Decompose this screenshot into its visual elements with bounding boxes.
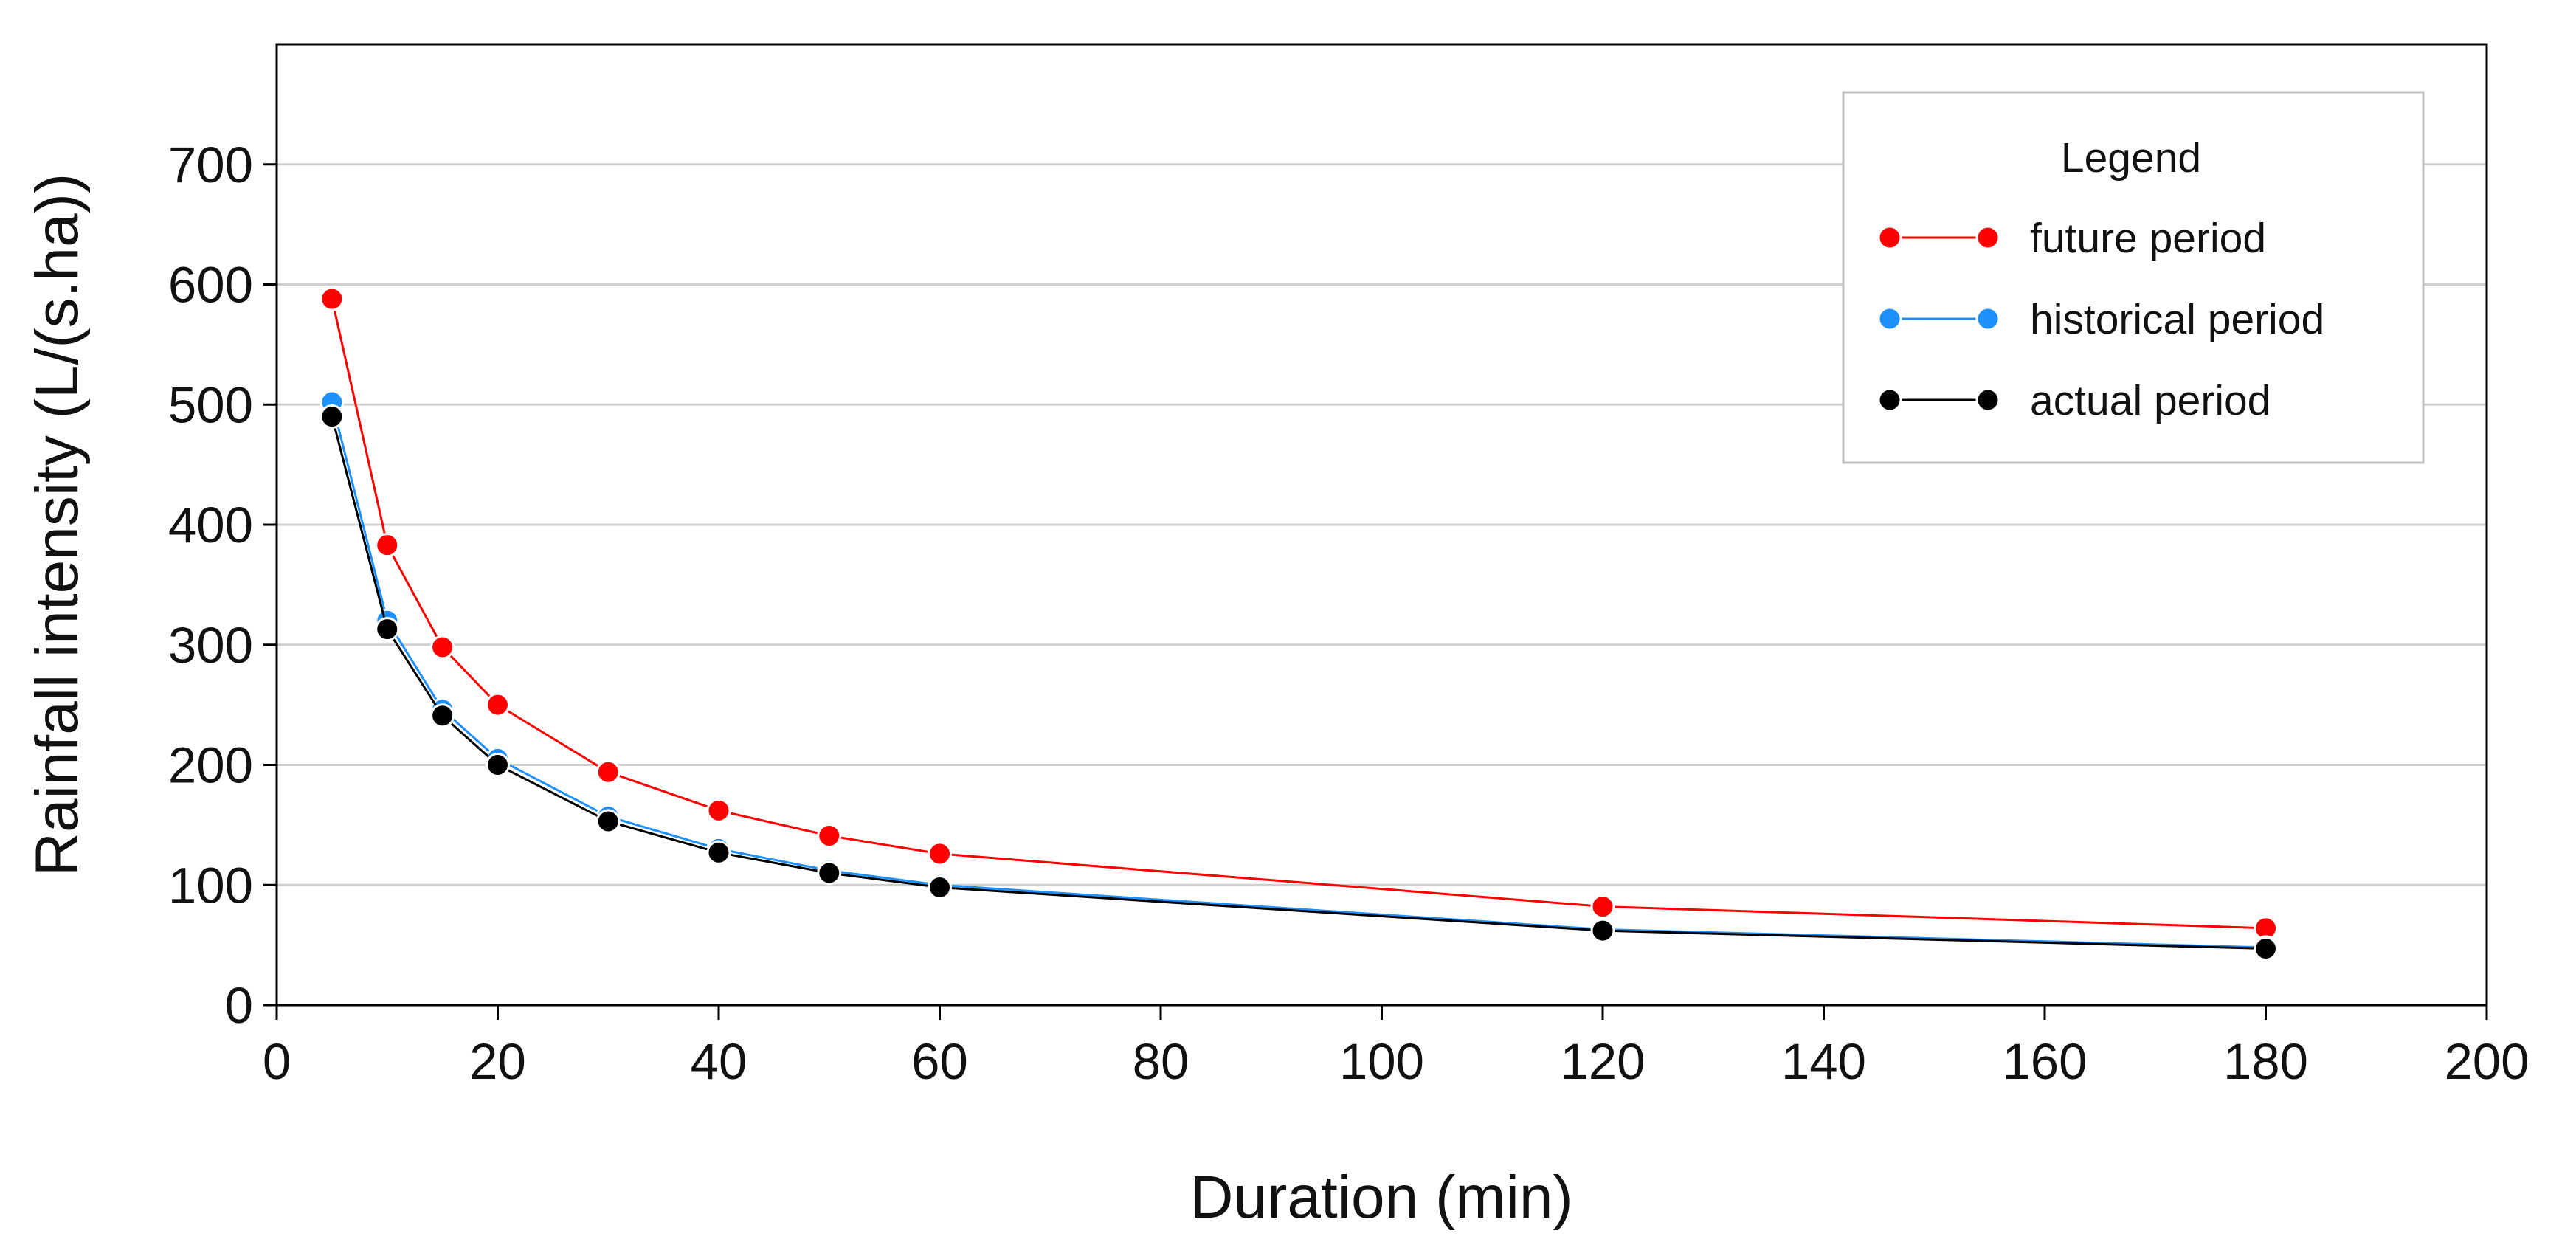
legend-title: Legend [2061,134,2201,182]
data-point-2-5 [706,840,731,865]
legend-marker-start-2 [1877,387,1902,413]
x-tick-label-8: 160 [2002,1033,2087,1090]
y-tick-label-2: 200 [168,737,253,794]
series-line-2 [331,416,2266,950]
y-axis-title: Rainfall intensity (L/(s.ha)) [24,173,91,876]
y-tick-label-6: 600 [168,257,253,314]
y-tick-label-0: 0 [225,977,253,1034]
series-line-1 [331,401,2266,949]
x-tick-label-7: 140 [1781,1033,1866,1090]
legend-item-1: historical period [1877,296,2324,343]
y-tick-label-7: 700 [168,137,253,193]
series-1 [320,390,2278,960]
data-point-2-2 [430,703,455,728]
legend-label-1: historical period [2030,296,2324,343]
y-tick-label-3: 300 [168,617,253,674]
series-2 [320,404,2278,962]
y-tick-label-4: 400 [168,497,253,553]
data-point-0-7 [928,841,952,866]
legend-item-2: actual period [1877,377,2271,424]
series-line-0 [331,298,2266,930]
data-point-2-7 [928,875,952,900]
series-0 [320,286,2278,941]
x-tick-label-10: 200 [2444,1033,2529,1090]
data-point-0-2 [430,635,455,660]
legend-marker-start-1 [1877,306,1902,331]
data-point-2-0 [320,404,345,429]
x-tick-label-0: 0 [263,1033,291,1090]
data-point-0-3 [486,692,510,717]
data-point-2-3 [486,753,510,777]
legend-item-0: future period [1877,215,2266,262]
y-tick-label-5: 500 [168,376,253,433]
x-axis-title: Duration (min) [1189,1164,1572,1231]
x-tick-label-3: 60 [911,1033,968,1090]
legend-label-2: actual period [2030,377,2271,424]
data-point-0-8 [1590,894,1615,919]
legend-marker-end-1 [1975,306,2000,331]
legend-marker-end-0 [1975,225,2000,250]
data-point-2-6 [817,860,842,886]
data-point-0-6 [817,824,842,849]
x-tick-label-1: 20 [469,1033,526,1090]
data-point-2-1 [375,617,400,642]
series-layer [320,286,2278,962]
data-point-2-8 [1590,918,1615,943]
legend-marker-start-0 [1877,225,1902,250]
data-point-0-0 [320,286,345,311]
x-tick-label-5: 100 [1339,1033,1424,1090]
grid-lines [277,163,2487,886]
x-tick-label-2: 40 [691,1033,747,1090]
x-tick-label-9: 180 [2223,1033,2308,1090]
legend: Legend future period historical period act… [1842,91,2425,464]
axis-ticks: 0 100 200 300 400 500 600 700 0 20 40 60 80 100 120 140… [168,137,2530,1090]
x-tick-label-4: 80 [1133,1033,1189,1090]
data-point-0-1 [375,533,400,558]
data-point-0-5 [706,798,731,823]
legend-items: future period historical period actual per… [1877,215,2324,424]
legend-label-0: future period [2030,215,2266,262]
data-point-2-4 [595,809,621,834]
y-tick-label-1: 100 [168,857,253,914]
data-point-0-4 [595,759,621,784]
legend-marker-end-2 [1975,387,2000,413]
x-tick-label-6: 120 [1560,1033,1645,1090]
data-point-2-9 [2254,936,2278,962]
